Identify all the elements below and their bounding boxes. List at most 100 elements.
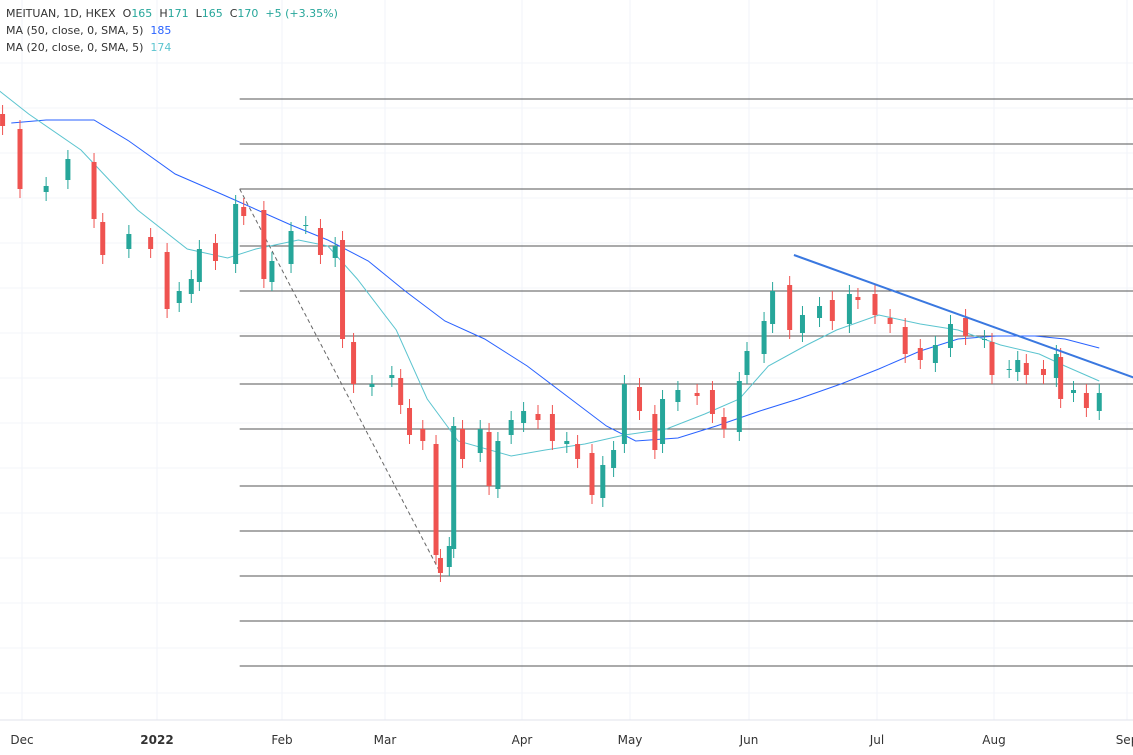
close-value: 170 — [237, 7, 259, 20]
candle-body — [660, 399, 666, 444]
candle-body — [269, 261, 275, 282]
high-value: 171 — [167, 7, 189, 20]
candle-body — [1083, 393, 1089, 408]
candle-body — [535, 414, 541, 420]
candle-body — [1040, 369, 1046, 375]
close-label: C — [229, 7, 238, 20]
candle-body — [43, 186, 49, 192]
candle-body — [872, 294, 878, 315]
x-tick-label: Sep — [1116, 733, 1133, 747]
candle-body — [303, 225, 309, 226]
candle-body — [589, 453, 595, 495]
candle-body — [787, 285, 793, 330]
candle-body — [65, 159, 71, 180]
candle-body — [932, 345, 938, 363]
ma20-row: MA (20, close, 0, SMA, 5) 174 — [6, 39, 338, 56]
candle-body — [446, 546, 452, 567]
candle-body — [508, 420, 514, 435]
candle-body — [1096, 393, 1102, 411]
candle-body — [1058, 357, 1064, 399]
candle-body — [829, 300, 835, 321]
ma50-label: MA (50, close, 0, SMA, 5) — [6, 24, 144, 37]
ma20-line — [0, 90, 1100, 457]
candle-body — [100, 222, 106, 255]
ma20-label: MA (20, close, 0, SMA, 5) — [6, 41, 144, 54]
x-tick-label: Feb — [271, 733, 292, 747]
x-tick-label: 2022 — [140, 733, 173, 747]
candle-body — [637, 387, 643, 411]
candle-body — [770, 291, 776, 324]
candle-body — [176, 291, 182, 303]
open-value: 165 — [131, 7, 153, 20]
candle-body — [736, 381, 742, 432]
ma20-value: 174 — [150, 41, 172, 54]
candle-body — [0, 114, 6, 126]
low-value: 165 — [201, 7, 223, 20]
candle-body — [721, 417, 727, 429]
candle-body — [744, 351, 750, 375]
x-tick-label: Aug — [982, 733, 1005, 747]
candle-body — [351, 342, 357, 384]
candle-body — [241, 207, 247, 216]
candle-body — [486, 432, 492, 486]
candle-body — [477, 429, 483, 453]
candle-body — [947, 324, 953, 348]
candle-body — [652, 414, 658, 450]
candle-body — [91, 162, 97, 219]
x-tick-label: Apr — [512, 733, 533, 747]
symbol-label: MEITUAN, 1D, HKEX — [6, 7, 116, 20]
candle-body — [709, 390, 715, 414]
candle-body — [902, 327, 908, 354]
candle-body — [963, 318, 969, 336]
candle-body — [761, 321, 767, 354]
candle-body — [989, 342, 995, 375]
x-tick-label: Jun — [739, 733, 759, 747]
candle-body — [1006, 369, 1012, 370]
candle-body — [407, 408, 413, 435]
symbol-row: MEITUAN, 1D, HKEX O165 H171 L165 C170 +5… — [6, 5, 338, 22]
candle-body — [621, 384, 627, 444]
x-tick-label: Dec — [10, 733, 33, 747]
candle-body — [389, 375, 395, 378]
candle-body — [675, 390, 681, 402]
trendline — [793, 254, 1133, 379]
candle-body — [855, 297, 861, 300]
candle-body — [332, 246, 338, 258]
ma50-row: MA (50, close, 0, SMA, 5) 185 — [6, 22, 338, 39]
ma50-line — [11, 119, 1100, 442]
candle-body — [317, 228, 323, 255]
candle-body — [261, 210, 267, 279]
candle-body — [212, 243, 218, 261]
candle-body — [340, 240, 346, 339]
candle-body — [887, 318, 893, 324]
candle-body — [196, 249, 202, 282]
candle-body — [164, 252, 170, 309]
chart-legend: MEITUAN, 1D, HKEX O165 H171 L165 C170 +5… — [6, 5, 338, 56]
candle-body — [611, 450, 617, 468]
candle-body — [694, 393, 700, 396]
candle-body — [981, 339, 987, 340]
dashed-trend-line — [239, 188, 441, 574]
high-label: H — [159, 7, 168, 20]
x-tick-label: May — [618, 733, 643, 747]
candle-body — [1053, 354, 1059, 378]
candle-body — [549, 414, 555, 441]
candle-body — [433, 444, 439, 555]
candle-body — [1023, 363, 1029, 375]
candle-body — [437, 558, 443, 573]
candle-body — [148, 237, 154, 249]
candle-body — [817, 306, 823, 318]
candle-body — [1071, 390, 1077, 393]
candle-body — [521, 411, 527, 423]
candle-body — [233, 204, 239, 264]
candle-body — [799, 315, 805, 333]
candle-body — [288, 231, 294, 264]
ma50-value: 185 — [150, 24, 172, 37]
candle-body — [188, 279, 194, 294]
candle-body — [17, 129, 23, 189]
candle-body — [460, 429, 466, 459]
change-value: +5 (+3.35%) — [265, 7, 338, 20]
candle-body — [600, 465, 606, 498]
candle-body — [126, 234, 132, 249]
